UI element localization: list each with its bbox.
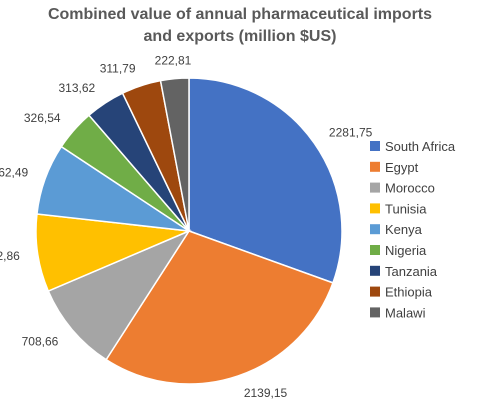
legend-label-ethiopia: Ethiopia xyxy=(385,285,433,300)
legend-label-south-africa: South Africa xyxy=(385,139,456,154)
legend-label-kenya: Kenya xyxy=(385,222,423,237)
legend-swatch-egypt xyxy=(370,161,380,172)
legend-swatch-morocco xyxy=(370,182,380,193)
data-label-tunisia: 612,86 xyxy=(0,249,20,263)
pie-slice-egypt xyxy=(105,230,334,385)
data-label-south-africa: 2281,75 xyxy=(329,126,373,140)
legend-label-nigeria: Nigeria xyxy=(385,243,427,258)
legend-swatch-ethiopia xyxy=(370,286,380,297)
legend-swatch-nigeria xyxy=(370,245,380,255)
data-label-egypt: 2139,15 xyxy=(244,386,288,400)
chart-title-line-2: and exports (million $US) xyxy=(143,28,337,45)
legend-swatch-tunisia xyxy=(370,203,380,214)
chart-title-line-1: Combined value of annual pharmaceutical … xyxy=(47,6,433,23)
legend-swatch-tanzania xyxy=(370,265,380,276)
pie-slice-morocco xyxy=(47,229,191,361)
data-label-ethiopia: 311,79 xyxy=(100,62,136,76)
data-label-nigeria: 326,54 xyxy=(24,111,61,125)
data-label-tanzania: 313,62 xyxy=(58,81,95,95)
legend-label-egypt: Egypt xyxy=(385,160,419,175)
legend-swatch-malawi xyxy=(370,307,380,318)
legend-label-tunisia: Tunisia xyxy=(385,201,427,216)
data-label-malawi: 222,81 xyxy=(155,54,192,68)
legend-swatch-kenya xyxy=(370,224,380,235)
pie-slices xyxy=(35,77,343,385)
chart-title: Combined value of annual pharmaceutical … xyxy=(0,4,480,48)
legend-label-tanzania: Tanzania xyxy=(385,264,438,279)
legend-label-morocco: Morocco xyxy=(385,181,435,196)
legend: South Africa Egypt Morocco Tunisia Kenya Nige… xyxy=(370,139,456,320)
data-label-morocco: 708,66 xyxy=(22,334,59,348)
pie-slice-malawi xyxy=(159,77,190,232)
pie-slice-south-africa xyxy=(188,77,343,284)
data-label-kenya: 562,49 xyxy=(0,166,29,180)
legend-swatch-south-africa xyxy=(370,141,380,151)
pie-data-labels: 2281,75 2139,15 708,66 612,86 562,49 326,54 31… xyxy=(0,54,373,400)
legend-label-malawi: Malawi xyxy=(385,305,426,320)
